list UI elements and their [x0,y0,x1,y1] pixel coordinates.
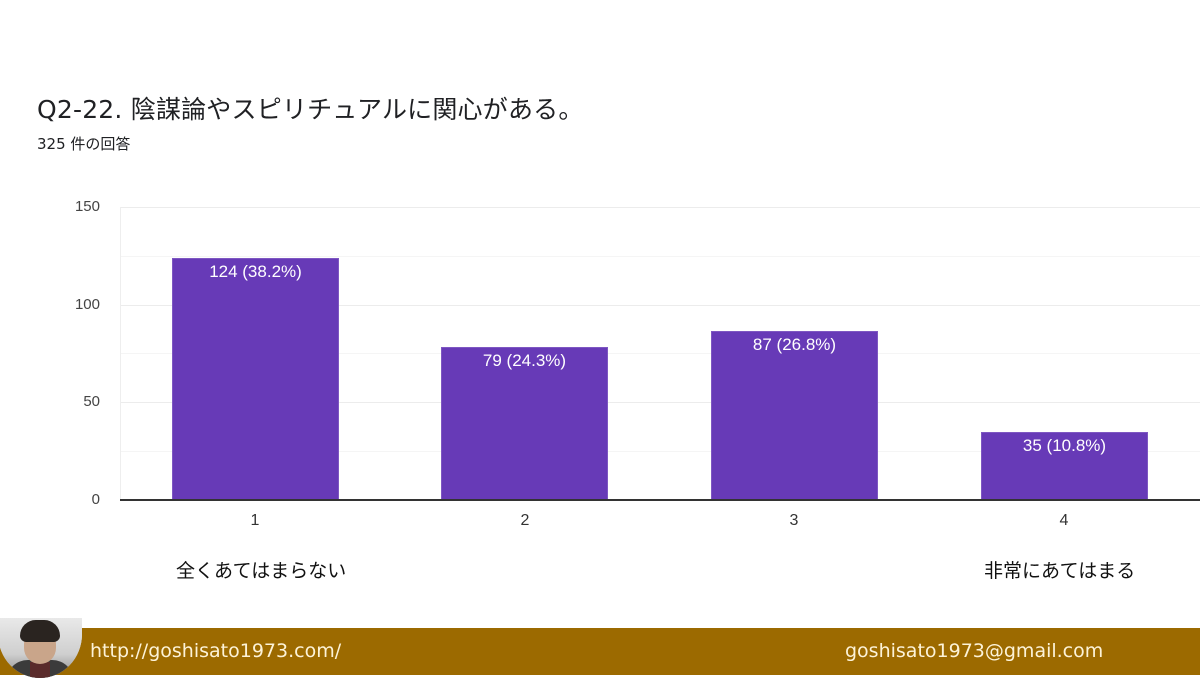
high-anchor-label: 非常にあてはまる [984,560,1136,582]
x-axis-line [120,499,1200,501]
gridline-50 [121,402,1200,403]
y-tick-0: 0 [91,491,100,508]
bar-2: 79 (24.3%) [441,347,608,500]
response-count: 325 件の回答 [37,135,131,153]
x-tick-1: 1 [250,512,260,529]
bar-2-label: 79 (24.3%) [482,351,567,370]
y-tick-150: 150 [74,198,100,215]
bar-3-label: 87 (26.8%) [752,335,837,354]
bar-3: 87 (26.8%) [711,331,878,500]
bar-4: 35 (10.8%) [981,432,1148,500]
avatar [0,618,82,678]
website-link[interactable]: http://goshisato1973.com/ [90,640,342,662]
bar-1: 124 (38.2%) [172,258,339,500]
bar-1-label: 124 (38.2%) [209,262,302,281]
footer-band [0,628,1200,675]
gridline-100 [121,305,1200,306]
gridline-150 [121,207,1200,208]
low-anchor-label: 全くあてはまらない [176,560,347,582]
plot-area [120,207,1200,500]
gridline-125 [121,256,1200,257]
x-tick-4: 4 [1059,512,1069,529]
gridline-25 [121,451,1200,452]
x-tick-2: 2 [520,512,530,529]
email-link[interactable]: goshisato1973@gmail.com [845,640,1104,662]
gridline-75 [121,353,1200,354]
y-tick-100: 100 [74,296,100,313]
y-tick-50: 50 [83,393,100,410]
chart-title: Q2-22. 陰謀論やスピリチュアルに関心がある。 [37,95,584,124]
bar-4-label: 35 (10.8%) [1022,436,1107,455]
x-tick-3: 3 [789,512,799,529]
